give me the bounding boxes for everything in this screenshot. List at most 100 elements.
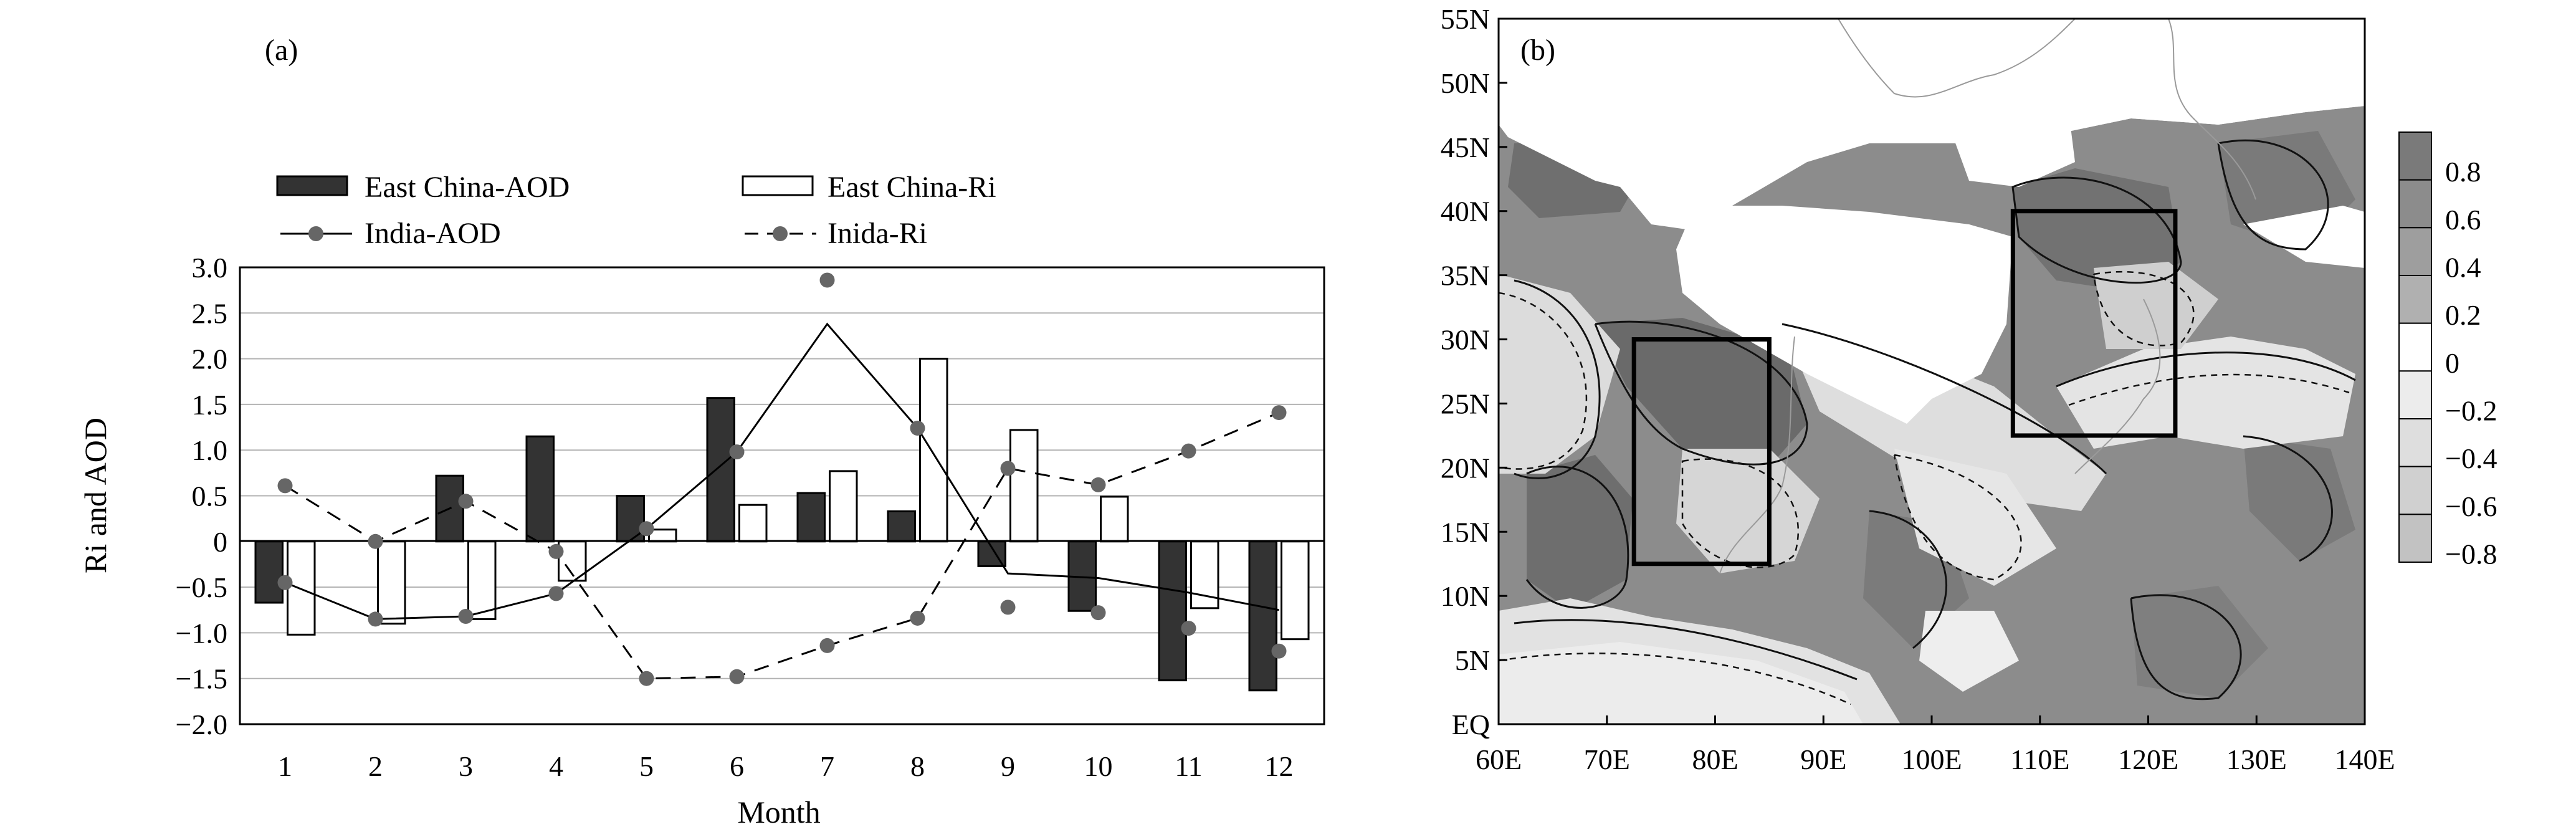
y-tick-label: 2.0 [192,343,228,375]
x-tick-label: 8 [910,750,925,782]
region-box [2010,209,2178,438]
map-ticks: 60E 70E 80E 90E 100E 110E 120E 130E 140E EQ 5N 10N 1… [1441,3,2395,775]
marker-india-aod [910,421,925,436]
marker-india-aod [368,611,383,627]
marker-india-aod [639,521,654,537]
bars [254,358,1310,692]
bar-east-china-ri [738,504,768,543]
region-box [1631,337,1772,567]
y-tick-label: −2.0 [176,709,227,740]
colorbar-cell [2398,179,2432,229]
legend-swatch-east-china-aod [276,175,348,196]
legend-label-east-china-ri: East China-Ri [828,171,996,204]
lon-tick-label: 100E [1901,744,1962,775]
colorbar-label: 0.8 [2445,156,2481,188]
x-tick-label: 1 [278,750,292,782]
y-tick-label: 2.5 [192,297,228,329]
marker-india-aod [1271,643,1287,659]
lat-tick-label: 35N [1441,260,1490,292]
line-inida-ri [284,411,1280,680]
x-tick-label: 9 [1001,750,1015,782]
colorbar-cell [2398,418,2432,467]
colorbar-label: −0.6 [2445,490,2497,522]
bar-east-china-ri [558,540,587,582]
bar-east-china-ri [1281,540,1310,641]
lat-tick-label: 15N [1441,516,1490,548]
series-markers [277,272,1287,686]
panel-a-label: (a) [265,34,298,67]
lat-tick-label: 55N [1441,3,1490,35]
bar-east-china-ri [919,358,948,543]
lat-tick-label: 40N [1441,196,1490,227]
lon-tick-label: 120E [2118,744,2178,775]
colorbar-label: −0.8 [2445,538,2497,570]
lon-tick-label: 110E [2010,744,2069,775]
marker-india-aod [729,444,745,460]
bar-east-china-aod [435,474,464,543]
marker-india-aod [548,586,564,601]
x-tick-label: 12 [1265,750,1294,782]
lon-tick-label: 140E [2334,744,2395,775]
marker-india-aod [277,575,293,590]
marker-inida-ri [1271,405,1287,421]
lat-tick-label: 5N [1455,644,1490,676]
x-tick-label: 7 [820,750,834,782]
series-lines [284,322,1280,680]
marker-inida-ri [368,533,383,549]
colorbar-label: 0 [2445,347,2459,379]
bar-east-china-aod [616,495,645,543]
colorbar-cell [2398,370,2432,419]
x-tick-label: 11 [1175,750,1202,782]
legend-swatch-east-china-ri [742,175,814,196]
region-boxes [1631,209,2178,567]
colorbar-cell [2398,275,2432,324]
x-tick-label: 3 [459,750,473,782]
y-tick-label: 1.0 [192,434,228,466]
y-axis-title: Ri and AOD [78,418,113,573]
legend: East China-AOD East China-Ri India-AOD I… [276,171,996,250]
y-tick-label: −1.0 [176,617,227,649]
lon-tick-label: 90E [1800,744,1846,775]
marker-inida-ri [1181,443,1196,459]
bar-east-china-aod [1248,540,1277,692]
bar-east-china-aod [887,510,916,543]
colorbar-cell [2398,322,2432,372]
marker-india-aod [1000,600,1016,615]
x-axis-title: Month [737,795,820,830]
marker-india-aod [819,272,835,288]
x-tick-label: 10 [1084,750,1113,782]
marker-india-aod [1090,605,1106,621]
x-tick-labels: 1 2 3 4 5 6 7 8 9 10 11 12 [278,750,1294,782]
y-tick-labels: 3.0 2.5 2.0 1.5 1.0 0.5 0 −0.5 −1.0 −1.5 −2.0 [176,252,227,740]
colorbar-label: 0.6 [2445,204,2481,236]
colorbar-cell [2398,514,2432,563]
colorbar-cell [2398,466,2432,515]
lon-tick-label: 80E [1692,744,1738,775]
bar-east-china-ri [467,540,497,620]
marker-inida-ri [458,494,474,509]
marker-inida-ri [729,669,745,684]
lat-tick-label: 30N [1441,324,1490,356]
bar-east-china-aod [254,540,284,604]
line-india-aod [284,322,1279,620]
legend-label-inida-ri: Inida-Ri [828,217,927,250]
marker-inida-ri [1090,477,1106,492]
marker-inida-ri [819,638,835,653]
lon-tick-label: 60E [1476,744,1522,775]
bar-east-china-ri [1009,429,1039,543]
y-tick-label: −1.5 [176,663,227,695]
y-tick-label: 1.5 [192,389,228,421]
panel-b-label: (b) [1520,34,1555,67]
colorbar-cell [2398,131,2432,181]
map-panel-b: 60E 70E 80E 90E 100E 110E 120E 130E 140E EQ 5N 10N 1… [1441,3,2497,775]
marker-india-aod [1181,621,1196,636]
legend-label-india-aod: India-AOD [365,217,501,250]
marker-inida-ri [548,543,564,559]
correlation-field [1499,19,2365,724]
legend-label-east-china-aod: East China-AOD [365,171,570,204]
colorbar: 0.8 0.6 0.4 0.2 0 −0.2 −0.4 −0.6 −0.8 [2398,131,2497,570]
y-tick-label: 0 [213,526,227,558]
colorbar-label: −0.2 [2445,395,2497,427]
x-tick-label: 6 [730,750,744,782]
lat-tick-label: 50N [1441,67,1490,99]
